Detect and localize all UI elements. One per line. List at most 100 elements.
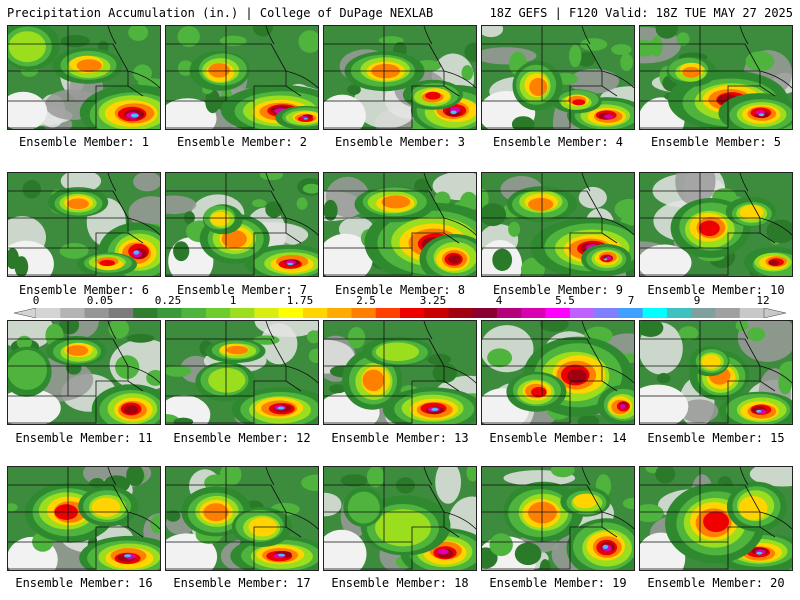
ensemble-caption-19: Ensemble Member: 19 — [489, 576, 627, 590]
precip-map-4 — [482, 26, 634, 129]
ensemble-panel-1 — [7, 25, 161, 130]
colorbar-bin — [36, 308, 61, 318]
ensemble-panel-3 — [323, 25, 477, 130]
precip-map-15 — [640, 321, 792, 424]
colorbar-tick-label: 1 — [229, 294, 237, 307]
ensemble-caption-14: Ensemble Member: 14 — [489, 431, 627, 445]
precip-map-13 — [324, 321, 476, 424]
precip-map-3 — [324, 26, 476, 129]
colorbar-bin — [205, 308, 231, 318]
ensemble-caption-20: Ensemble Member: 20 — [647, 576, 785, 590]
ensemble-panel-9 — [481, 172, 635, 277]
ensemble-panel-7 — [165, 172, 319, 277]
colorbar-bin — [569, 308, 595, 318]
precip-map-7 — [166, 173, 318, 276]
colorbar-bin — [230, 308, 255, 318]
ensemble-caption-12: Ensemble Member: 12 — [173, 431, 311, 445]
colorbar-tick-label: 3.25 — [419, 294, 447, 307]
ensemble-caption-11: Ensemble Member: 11 — [15, 431, 153, 445]
colorbar-bin — [472, 308, 498, 318]
ensemble-panel-20 — [639, 466, 793, 571]
precip-map-17 — [166, 467, 318, 570]
model-valid-time: 18Z GEFS | F120 Valid: 18Z TUE MAY 27 20… — [489, 6, 793, 20]
precip-map-20 — [640, 467, 792, 570]
colorbar-bin — [739, 308, 765, 318]
colorbar-bin — [666, 308, 692, 318]
ensemble-panel-17 — [165, 466, 319, 571]
colorbar-bin — [327, 308, 352, 318]
colorbar-bin — [302, 308, 328, 318]
colorbar-high-arrow — [763, 308, 786, 318]
ensemble-panel-19 — [481, 466, 635, 571]
colorbar-bin — [400, 308, 425, 318]
precip-map-11 — [8, 321, 160, 424]
ensemble-panel-14 — [481, 320, 635, 425]
ensemble-caption-18: Ensemble Member: 18 — [331, 576, 469, 590]
precip-map-6 — [8, 173, 160, 276]
precip-map-8 — [324, 173, 476, 276]
ensemble-caption-7: Ensemble Member: 7 — [176, 283, 308, 297]
ensemble-panel-2 — [165, 25, 319, 130]
colorbar-bin — [181, 308, 207, 318]
ensemble-panel-4 — [481, 25, 635, 130]
colorbar-tick-label: 1.75 — [286, 294, 314, 307]
ensemble-caption-5: Ensemble Member: 5 — [650, 135, 782, 149]
colorbar-bin — [497, 308, 522, 318]
ensemble-panel-10 — [639, 172, 793, 277]
precip-map-18 — [324, 467, 476, 570]
precip-map-19 — [482, 467, 634, 570]
ensemble-caption-9: Ensemble Member: 9 — [492, 283, 624, 297]
precip-map-14 — [482, 321, 634, 424]
map-title: Precipitation Accumulation (in.) | Colle… — [7, 6, 434, 20]
colorbar-bin — [351, 308, 377, 318]
precip-map-16 — [8, 467, 160, 570]
ensemble-caption-17: Ensemble Member: 17 — [173, 576, 311, 590]
colorbar-bin — [254, 308, 279, 318]
ensemble-caption-13: Ensemble Member: 13 — [331, 431, 469, 445]
colorbar-tick-label: 7 — [627, 294, 635, 307]
colorbar-tick-label: 9 — [693, 294, 701, 307]
colorbar-bin — [108, 308, 134, 318]
ensemble-caption-10: Ensemble Member: 10 — [647, 283, 785, 297]
precip-map-12 — [166, 321, 318, 424]
colorbar-bin — [375, 308, 401, 318]
colorbar-bin — [691, 308, 716, 318]
ensemble-panel-13 — [323, 320, 477, 425]
ensemble-panel-8 — [323, 172, 477, 277]
colorbar-bin — [521, 308, 546, 318]
colorbar-tick-label: 2.5 — [356, 294, 376, 307]
colorbar-tick-label: 5.5 — [555, 294, 575, 307]
ensemble-caption-16: Ensemble Member: 16 — [15, 576, 153, 590]
colorbar-bin — [594, 308, 619, 318]
ensemble-caption-8: Ensemble Member: 8 — [334, 283, 466, 297]
precip-map-2 — [166, 26, 318, 129]
ensemble-panel-15 — [639, 320, 793, 425]
colorbar-bin — [278, 308, 304, 318]
colorbar-tick-label: 0 — [32, 294, 40, 307]
colorbar-bin — [84, 308, 110, 318]
ensemble-caption-4: Ensemble Member: 4 — [492, 135, 624, 149]
colorbar-bin — [715, 308, 741, 318]
colorbar-bin — [642, 308, 668, 318]
ensemble-panel-11 — [7, 320, 161, 425]
ensemble-caption-2: Ensemble Member: 2 — [176, 135, 308, 149]
ensemble-panel-5 — [639, 25, 793, 130]
colorbar-tick-label: 12 — [756, 294, 770, 307]
ensemble-panel-12 — [165, 320, 319, 425]
precip-map-1 — [8, 26, 160, 129]
precip-map-10 — [640, 173, 792, 276]
ensemble-panel-6 — [7, 172, 161, 277]
ensemble-caption-6: Ensemble Member: 6 — [18, 283, 150, 297]
colorbar-bin — [618, 308, 643, 318]
precip-map-5 — [640, 26, 792, 129]
ensemble-caption-1: Ensemble Member: 1 — [18, 135, 150, 149]
colorbar-bin — [545, 308, 571, 318]
ensemble-panel-16 — [7, 466, 161, 571]
colorbar-bin — [448, 308, 474, 318]
colorbar-tick-label: 4 — [495, 294, 503, 307]
colorbar-bin — [60, 308, 85, 318]
colorbar-bin — [157, 308, 182, 318]
colorbar-low-arrow — [14, 308, 37, 318]
colorbar-tick-label: 0.25 — [154, 294, 182, 307]
colorbar — [14, 308, 786, 318]
